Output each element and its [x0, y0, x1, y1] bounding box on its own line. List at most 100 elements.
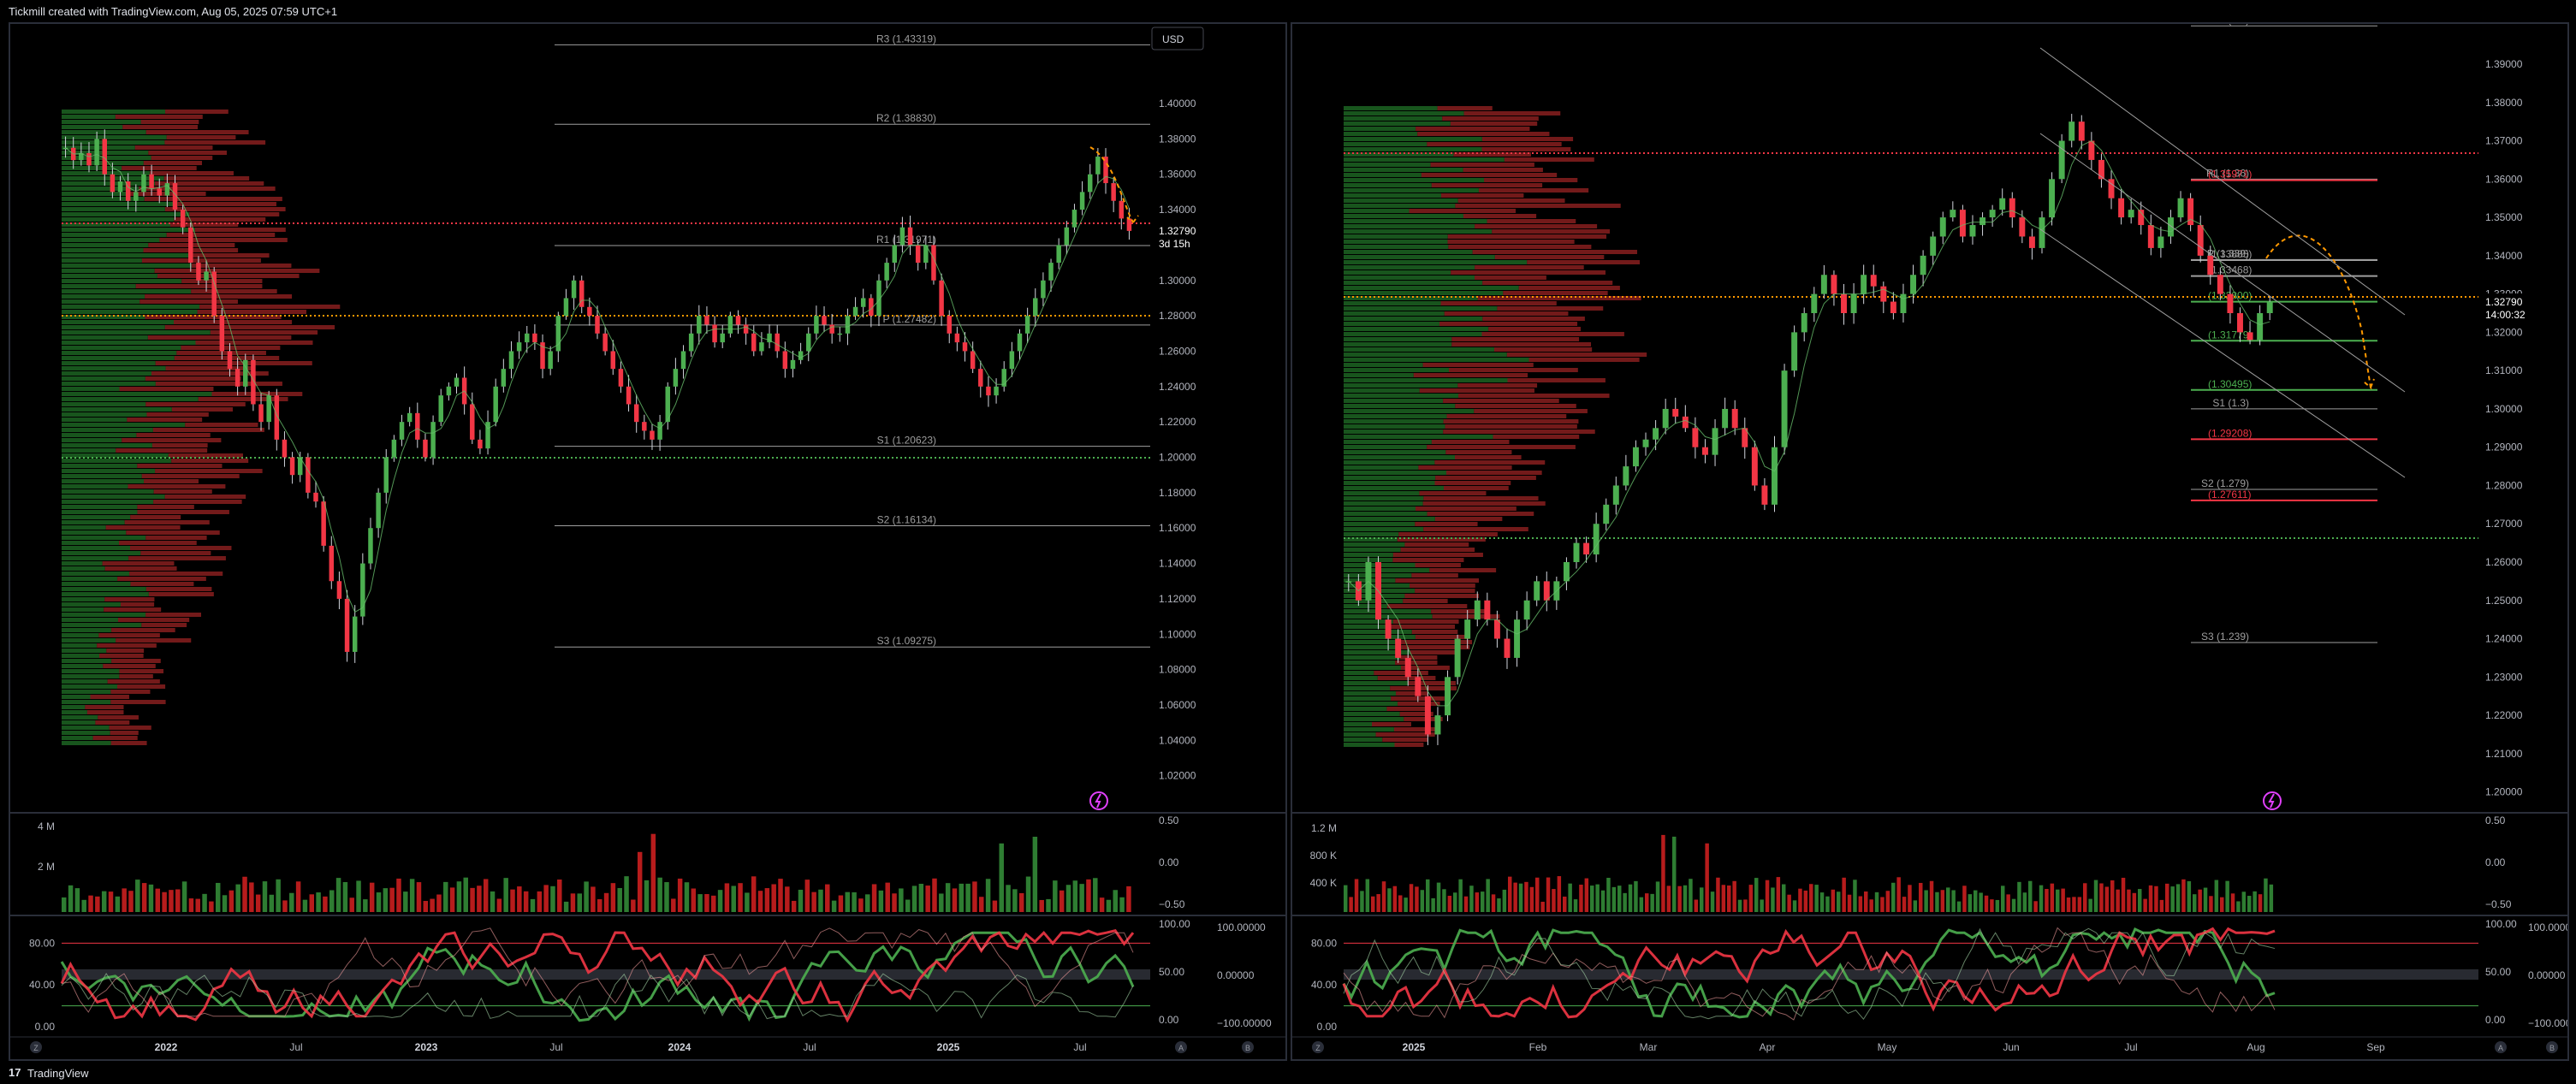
volume-profile-bar-up [62, 253, 190, 258]
volume-bar [1611, 886, 1617, 912]
volume-profile-bar-up [1344, 322, 1439, 326]
candle-body [2187, 198, 2194, 226]
volume-bar [1584, 878, 1589, 912]
current-price-tag[interactable] [2480, 293, 2537, 323]
volume-bar [1113, 890, 1119, 912]
candle-body [931, 245, 936, 281]
volume-profile-bar-up [1344, 568, 1430, 572]
left-chart-svg[interactable]: R3 (1.43319) R2 (1.38830) R1 (1.31971) P (1… [10, 24, 1285, 1059]
candle-body [117, 181, 123, 193]
price-axis-tick: 1.39000 [2485, 58, 2523, 70]
lightning-icon[interactable] [2263, 791, 2282, 810]
volume-bar [2006, 894, 2010, 912]
candle-body [642, 422, 647, 431]
volume-bar [449, 887, 455, 912]
candle-body [493, 386, 498, 423]
oscillator-line [61, 972, 1134, 1020]
volume-profile-bar-down [122, 166, 197, 170]
volume-profile-bar-up [1344, 245, 1449, 249]
volume-profile-bar-down [124, 520, 210, 524]
candle-body [579, 280, 585, 307]
axis-mode-button[interactable] [1175, 1041, 1187, 1053]
volume-bar [1573, 899, 1578, 912]
candle-body [2167, 217, 2174, 237]
volume-profile-bar-down [1437, 106, 1493, 110]
volume-profile-bar-down [1482, 317, 1585, 321]
volume-bar [1803, 890, 1808, 912]
volume-bar [1754, 878, 1759, 912]
volume-profile-bar-up [62, 279, 182, 283]
axis-mode-button[interactable] [30, 1041, 42, 1053]
volume-profile-bar-down [129, 572, 223, 576]
volume-profile-bar-up [1344, 368, 1449, 372]
pivot-label: S1 (1.20623) [877, 435, 936, 447]
candle-body [297, 457, 303, 476]
volume-bar [959, 883, 965, 912]
fib-level-label: (1.29208) [2208, 427, 2252, 439]
volume-bar [1837, 891, 1841, 912]
candle-body [1880, 286, 1887, 302]
tradingview-logo-icon[interactable]: 17 [9, 1066, 21, 1079]
volume-profile-bar-up [1344, 604, 1387, 608]
price-axis-tick: 1.20000 [2485, 786, 2523, 798]
tradingview-brand[interactable]: TradingView [27, 1067, 89, 1080]
candle-body [1623, 466, 1629, 486]
axis-mode-button[interactable] [1242, 1041, 1254, 1053]
volume-profile-bar-up [1344, 219, 1487, 223]
candle-body [1920, 255, 1926, 275]
volume-bar [349, 897, 354, 912]
candle-body [899, 227, 905, 246]
axis-mode-button[interactable] [1312, 1041, 1324, 1053]
volume-profile-bar-down [92, 736, 138, 740]
right-chart-panel[interactable]: R2 (1.4)R1 (1.36)P (1.339)S1 (1.3)S2 (1.… [1291, 22, 2569, 1061]
volume-profile-bar-down [1386, 707, 1429, 711]
volume-profile-bar-down [1415, 522, 1478, 526]
volume-profile-bar-down [122, 438, 222, 442]
volume-profile-bar-up [62, 140, 165, 145]
candle-body [1751, 447, 1758, 486]
volume-profile-bar-up [62, 407, 172, 412]
fib-level-label: (1.27611) [2208, 489, 2251, 501]
volume-profile-bar-down [1434, 481, 1511, 485]
candle-body [822, 316, 827, 325]
volume-bar [1360, 891, 1364, 912]
right-chart-svg[interactable]: R2 (1.4)R1 (1.36)P (1.339)S1 (1.3)S2 (1.… [1292, 24, 2567, 1059]
axis-mode-button[interactable] [2495, 1041, 2507, 1053]
candle-body [1404, 657, 1411, 678]
volume-bar [376, 892, 382, 912]
volume-bar [831, 900, 837, 912]
volume-bar [1453, 892, 1457, 912]
volume-bar [68, 885, 74, 912]
volume-profile-bar-up [62, 741, 111, 745]
volume-bar [1557, 876, 1562, 912]
volume-bar [905, 899, 911, 912]
volume-bar [1012, 889, 1018, 912]
axis-mode-button[interactable] [2546, 1041, 2558, 1053]
volume-bar [1902, 897, 1907, 912]
volume-bar [2181, 879, 2186, 912]
lightning-icon[interactable] [1089, 791, 1108, 810]
candle-body [1861, 275, 1867, 294]
volume-bar [74, 888, 80, 912]
current-price-tag[interactable] [1154, 222, 1210, 252]
volume-profile-bar-up [62, 669, 120, 673]
volume-profile-bar-down [1401, 645, 1470, 649]
candle-body [110, 174, 116, 193]
volume-profile-bar-down [153, 489, 212, 494]
volume-bar [1529, 886, 1534, 912]
pivot-label: R2 (1.38830) [876, 112, 936, 124]
candle-body [1087, 174, 1093, 193]
price-axis-tick: 1.10000 [1159, 628, 1196, 640]
fib-level-label: (1.31779) [2208, 329, 2252, 341]
currency-button[interactable] [1151, 27, 1204, 50]
volume-bar [1962, 886, 1967, 912]
volume-profile-bar-down [166, 233, 276, 237]
volume-profile-bar-up [1344, 378, 1508, 382]
volume-profile-bar-up [1344, 722, 1373, 726]
volume-bar [2121, 877, 2126, 912]
volume-profile-bar-down [145, 536, 207, 540]
volume-profile-bar-up [62, 423, 186, 427]
left-chart-panel[interactable]: R3 (1.43319) R2 (1.38830) R1 (1.31971) P (1… [9, 22, 1287, 1061]
volume-profile-bar-down [174, 217, 266, 222]
volume-profile-bar-up [1344, 193, 1442, 198]
